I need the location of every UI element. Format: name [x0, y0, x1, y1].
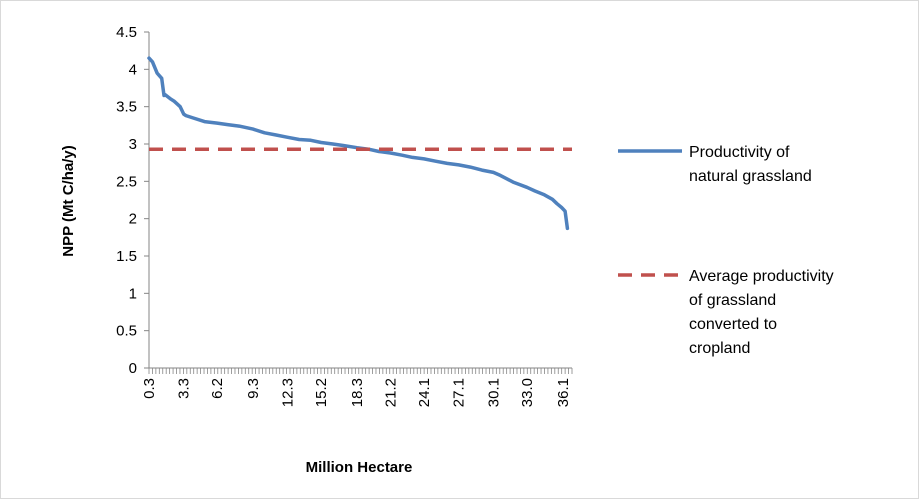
y-tick-label: 1	[129, 285, 137, 302]
y-tick-label: 2	[129, 211, 137, 228]
x-tick-label: 15.2	[313, 378, 330, 407]
x-tick-label: 30.1	[485, 378, 502, 407]
y-axis-title: NPP (Mt C/ha/y)	[60, 145, 77, 256]
y-tick-label: 4	[129, 61, 137, 78]
plot-area: 0 0.5 1 1.5 2 2.5 3 3.5 4 4.5 0.3 3.3 6.2 9.3 12.3 15.2…	[116, 24, 573, 407]
x-tick-label: 18.3	[349, 378, 366, 407]
y-tick-label: 0	[129, 360, 137, 377]
legend-entry-text: of grassland	[689, 292, 776, 309]
y-tick-label: 2.5	[116, 173, 137, 190]
legend-entry-text: cropland	[689, 340, 750, 357]
legend-entry-text: converted to	[689, 316, 777, 333]
x-tick-label: 27.1	[451, 378, 468, 407]
x-tick-label: 9.3	[245, 378, 262, 399]
y-tick-label: 4.5	[116, 24, 137, 41]
x-tick-label: 21.2	[383, 378, 400, 407]
y-tick-label: 3	[129, 136, 137, 153]
legend: Productivity of natural grassland Average …	[618, 144, 834, 357]
series-line-natural-grassland	[147, 56, 570, 231]
y-tick-label: 0.5	[116, 323, 137, 340]
x-tick-label: 12.3	[280, 378, 297, 407]
x-tick-label: 6.2	[209, 378, 226, 399]
x-tick-label: 33.0	[519, 378, 536, 407]
x-tick-label: 3.3	[176, 378, 193, 399]
y-tick-label: 1.5	[116, 248, 137, 265]
legend-entry-text: Productivity of	[689, 144, 790, 161]
x-tick-label: 36.1	[555, 378, 572, 407]
x-tick-label: 0.3	[141, 378, 158, 399]
x-tick-label: 24.1	[416, 378, 433, 407]
y-tick-label: 3.5	[116, 99, 137, 116]
legend-entry-text: Average productivity	[689, 268, 834, 285]
x-axis-title: Million Hectare	[306, 459, 413, 476]
legend-entry-text: natural grassland	[689, 168, 812, 185]
